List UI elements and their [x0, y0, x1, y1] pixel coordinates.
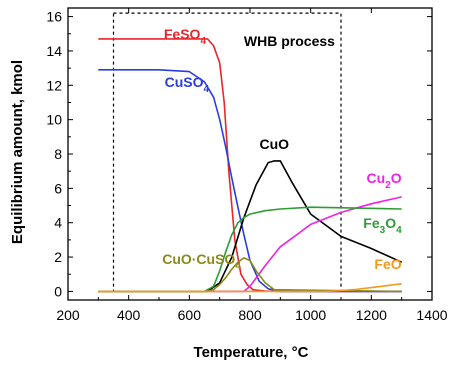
x-tick-label: 800: [238, 307, 262, 323]
whb-process-label: WHB process: [244, 33, 335, 49]
label-label-main: CuO: [259, 136, 289, 152]
y-tick-label: 6: [54, 180, 62, 196]
x-tick-label: 1200: [356, 307, 387, 323]
series-label-feo: FeO: [374, 256, 401, 272]
x-tick-label: 600: [178, 307, 202, 323]
label-label-sub: 4: [203, 84, 209, 95]
label-label-sub: 4: [200, 36, 206, 47]
series-line-feso4: [98, 38, 402, 293]
label-label-main: Cu: [367, 170, 386, 186]
x-tick-label: 1000: [295, 307, 326, 323]
label-label-main: CuSO: [165, 74, 204, 90]
label-label-tail: O: [385, 215, 396, 231]
series-label-cu2o: Cu2O: [367, 170, 402, 191]
label-label-sub: 3: [380, 225, 386, 236]
series-line-fe3o4: [98, 206, 402, 293]
x-axis-title: Temperature, °C: [194, 344, 309, 361]
series-label-cuso4: CuSO4: [165, 74, 210, 95]
label-label-sub2: 4: [396, 225, 402, 236]
series-label-cuo: CuO: [259, 136, 289, 152]
series-line-cuo-cuso4: [98, 257, 402, 293]
label-label-tail: O: [391, 170, 402, 186]
series-label-cuo-cuso4: CuO·CuSO4: [162, 251, 241, 272]
x-tick-label: 400: [117, 307, 141, 323]
series-label-feso4: FeSO4: [164, 26, 207, 47]
label-label-sub: 4: [235, 261, 241, 272]
y-tick-label: 8: [54, 146, 62, 162]
series-line-feo: [98, 282, 402, 293]
series-line-cuo: [98, 160, 403, 293]
series-layer: [98, 38, 403, 293]
y-tick-label: 16: [46, 9, 62, 25]
label-label-main: FeSO: [164, 26, 201, 42]
label-label-main: Fe: [363, 215, 380, 231]
series-line-cuso4: [98, 69, 402, 293]
y-tick-label: 12: [46, 77, 62, 93]
y-tick-label: 14: [46, 43, 62, 59]
label-label-sub: 2: [385, 180, 391, 191]
axis-ticks: 200 400 600 800 1000 1200 1400 0 2 4 6 8 10 12 14 16: [46, 8, 448, 323]
label-label-main: CuO·CuSO: [162, 251, 235, 267]
label-label-main: FeO: [374, 256, 401, 272]
y-tick-label: 10: [46, 112, 62, 128]
x-tick-label: 1400: [416, 307, 447, 323]
series-line-cu2o: [98, 196, 402, 293]
series-label-fe3o4: Fe3O4: [363, 215, 402, 236]
x-tick-label: 200: [56, 307, 80, 323]
y-tick-label: 4: [54, 215, 62, 231]
y-tick-label: 2: [54, 249, 62, 265]
y-axis-title: Equilibrium amount, kmol: [9, 60, 26, 244]
y-tick-label: 0: [54, 283, 62, 299]
